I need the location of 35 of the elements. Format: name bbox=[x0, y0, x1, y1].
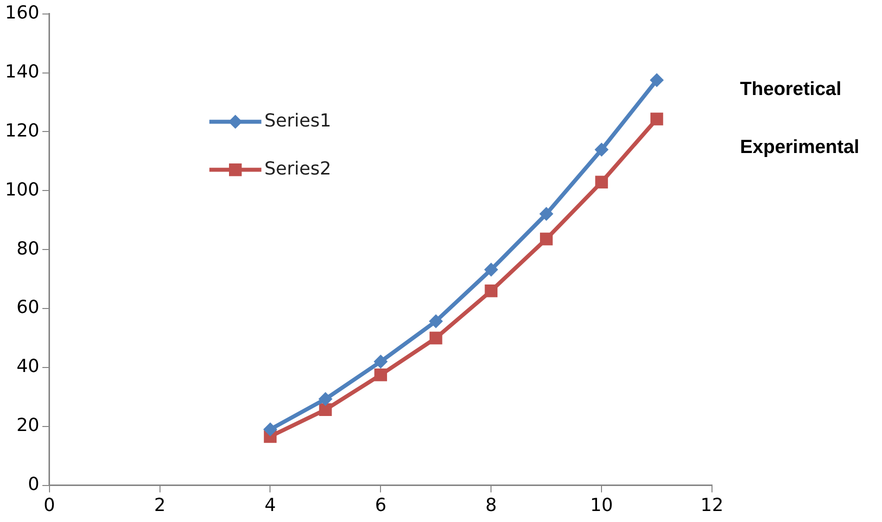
x-tick-label: 2 bbox=[154, 494, 166, 516]
point bbox=[318, 392, 332, 406]
point bbox=[428, 314, 443, 328]
point bbox=[484, 262, 498, 277]
y-tick-label: 140 bbox=[4, 61, 40, 82]
point bbox=[484, 284, 498, 298]
y-tick-label: 60 bbox=[16, 297, 40, 318]
point bbox=[374, 368, 388, 382]
point bbox=[594, 142, 609, 157]
x-tick-label: 8 bbox=[485, 494, 497, 516]
point bbox=[430, 332, 442, 344]
point bbox=[650, 112, 664, 126]
x-tick-label: 4 bbox=[264, 494, 276, 516]
point bbox=[539, 206, 554, 221]
y-tick-label: 160 bbox=[4, 2, 40, 24]
y-tick-label: 20 bbox=[16, 415, 40, 436]
point bbox=[319, 403, 332, 416]
legend-label: Series1 bbox=[264, 110, 332, 132]
y-tick-label: 0 bbox=[28, 474, 40, 496]
y-tick-label: 100 bbox=[4, 179, 40, 200]
y-tick-label: 40 bbox=[16, 356, 40, 378]
x-tick-label: 6 bbox=[374, 494, 386, 516]
text: Experimental bbox=[740, 137, 860, 158]
x-tick-label: 12 bbox=[700, 494, 724, 516]
point bbox=[263, 422, 278, 436]
point bbox=[540, 232, 553, 246]
x-tick-label: 10 bbox=[590, 494, 614, 516]
y-tick-label: 80 bbox=[16, 238, 40, 260]
text: Theoretical bbox=[740, 79, 842, 100]
legend-label: Series2 bbox=[264, 158, 332, 180]
point bbox=[595, 176, 608, 188]
point bbox=[650, 73, 664, 88]
point bbox=[374, 354, 388, 369]
x-tick-label: 0 bbox=[44, 494, 56, 516]
y-tick-label: 120 bbox=[4, 120, 40, 142]
